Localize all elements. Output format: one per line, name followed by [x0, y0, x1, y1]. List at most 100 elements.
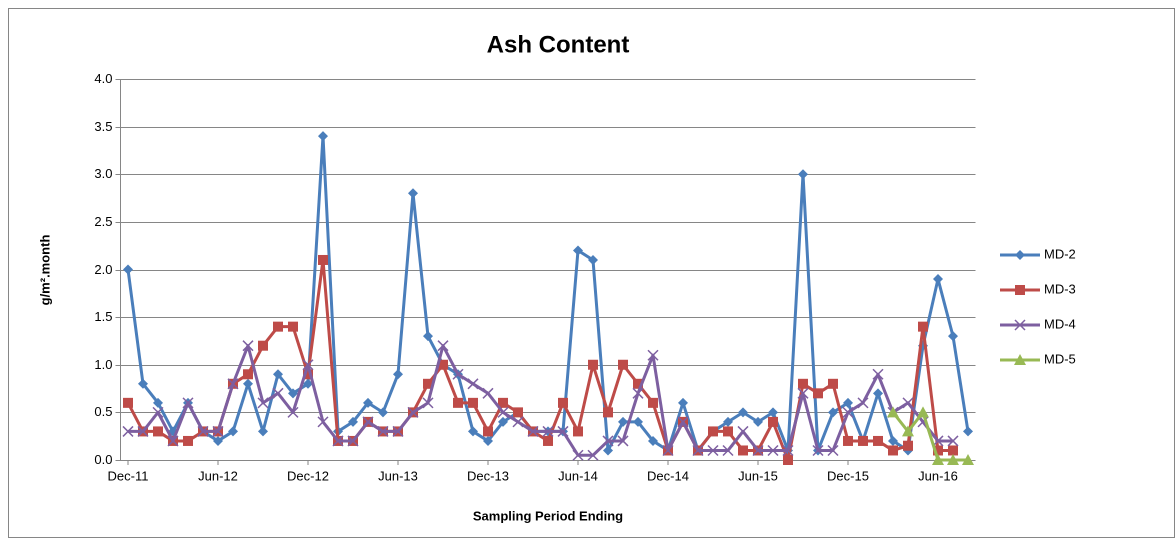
- marker: [932, 454, 944, 465]
- marker: [227, 378, 239, 390]
- marker: [257, 397, 269, 409]
- marker: [423, 378, 433, 389]
- marker: [287, 406, 299, 418]
- marker: [798, 378, 808, 389]
- chart-border: [8, 8, 1175, 538]
- marker: [513, 407, 523, 418]
- marker: [963, 426, 973, 437]
- marker: [857, 397, 869, 409]
- x-tick-label: Jun-16: [918, 468, 958, 483]
- marker: [348, 416, 358, 427]
- legend-marker: [1014, 354, 1026, 365]
- marker: [917, 406, 929, 418]
- marker: [422, 397, 434, 409]
- marker: [243, 378, 253, 389]
- marker: [303, 378, 313, 389]
- marker: [498, 416, 508, 427]
- marker: [797, 387, 809, 399]
- marker: [828, 378, 838, 389]
- marker: [228, 426, 238, 437]
- marker: [648, 397, 658, 408]
- marker: [707, 444, 719, 457]
- x-tick-label: Jun-14: [558, 468, 598, 483]
- marker: [123, 397, 133, 408]
- y-tick-label: 1.0: [94, 357, 112, 372]
- marker: [242, 340, 254, 352]
- marker: [363, 397, 373, 408]
- marker: [467, 378, 479, 390]
- marker: [737, 425, 749, 437]
- marker: [618, 359, 628, 370]
- chart-title: Ash Content: [487, 31, 630, 58]
- legend-label: MD-5: [1044, 351, 1076, 366]
- marker: [423, 331, 433, 342]
- x-tick-label: Dec-12: [287, 468, 329, 483]
- marker: [153, 397, 163, 408]
- marker: [288, 388, 298, 399]
- marker: [453, 397, 463, 408]
- marker: [303, 369, 313, 380]
- marker: [468, 426, 478, 437]
- marker: [828, 407, 838, 418]
- marker: [362, 416, 374, 428]
- legend-marker: [1015, 250, 1025, 260]
- marker: [783, 455, 793, 465]
- legend-label: MD-2: [1044, 246, 1076, 261]
- marker: [617, 435, 629, 447]
- marker: [723, 426, 733, 437]
- marker: [258, 340, 268, 351]
- marker: [317, 416, 329, 428]
- marker: [768, 416, 778, 427]
- marker: [843, 435, 853, 446]
- marker: [947, 454, 959, 465]
- marker: [587, 449, 599, 461]
- marker: [483, 435, 493, 446]
- marker: [873, 435, 883, 446]
- y-tick-label: 3.5: [94, 119, 112, 134]
- x-tick-label: Jun-13: [378, 468, 418, 483]
- marker: [633, 416, 643, 427]
- marker: [377, 425, 389, 437]
- marker: [347, 435, 359, 447]
- marker: [243, 369, 253, 380]
- marker: [888, 445, 898, 456]
- marker: [723, 416, 733, 427]
- marker: [633, 378, 643, 389]
- x-axis-title: Sampling Period Ending: [473, 508, 623, 523]
- marker: [873, 388, 883, 399]
- marker: [288, 321, 298, 332]
- x-tick-label: Jun-15: [738, 468, 778, 483]
- marker: [933, 274, 943, 285]
- marker: [888, 435, 898, 446]
- marker: [932, 435, 944, 447]
- marker: [273, 369, 283, 380]
- marker: [738, 445, 748, 456]
- y-tick-label: 0.5: [94, 404, 112, 419]
- legend-marker: [1015, 285, 1025, 295]
- marker: [887, 406, 899, 418]
- marker: [842, 406, 854, 418]
- x-tick-label: Jun-12: [198, 468, 238, 483]
- marker: [602, 435, 614, 447]
- marker: [782, 444, 794, 457]
- marker: [123, 264, 133, 275]
- marker: [947, 435, 959, 447]
- marker: [543, 435, 553, 446]
- marker: [318, 131, 328, 142]
- marker: [813, 388, 823, 399]
- marker: [918, 321, 928, 332]
- marker: [483, 426, 493, 437]
- legend-label: MD-3: [1044, 281, 1076, 296]
- y-tick-label: 3.0: [94, 166, 112, 181]
- marker: [152, 406, 164, 418]
- marker: [573, 426, 583, 437]
- marker: [632, 387, 644, 399]
- marker: [603, 407, 613, 418]
- marker: [603, 445, 613, 456]
- x-tick-label: Dec-11: [108, 468, 149, 483]
- marker: [798, 169, 808, 180]
- marker: [572, 449, 584, 461]
- marker: [948, 445, 958, 456]
- marker: [588, 254, 598, 265]
- legend-marker: [1014, 319, 1026, 331]
